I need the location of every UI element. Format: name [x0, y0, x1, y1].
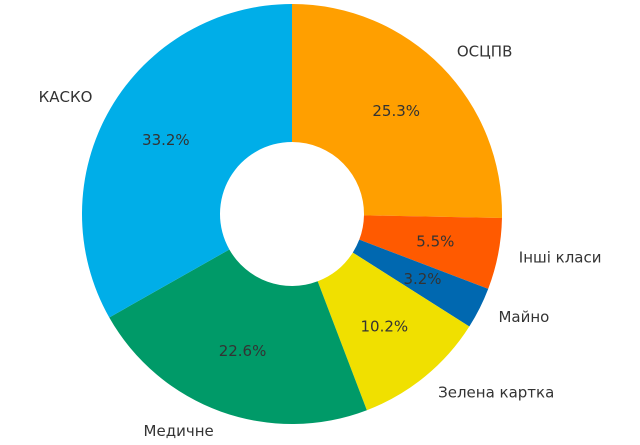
slice-label: ОСЦПВ	[457, 43, 513, 61]
slice-label: Майно	[498, 308, 549, 326]
slice-label: Медичне	[144, 422, 214, 440]
slice	[317, 252, 470, 411]
slice	[352, 239, 489, 327]
value-label: 3.2%	[403, 270, 441, 288]
value-label: 25.3%	[372, 102, 420, 120]
slice	[109, 249, 367, 424]
slice	[359, 215, 502, 289]
slice-label: Інші класи	[519, 248, 602, 266]
slice	[81, 4, 293, 318]
value-label: 33.2%	[142, 131, 190, 149]
slice-label: Зелена картка	[438, 383, 554, 401]
slice	[292, 4, 503, 218]
value-label: 5.5%	[416, 232, 454, 250]
value-label: 22.6%	[219, 342, 267, 360]
slice-label: КАСКО	[39, 88, 93, 106]
value-label: 10.2%	[361, 318, 409, 336]
